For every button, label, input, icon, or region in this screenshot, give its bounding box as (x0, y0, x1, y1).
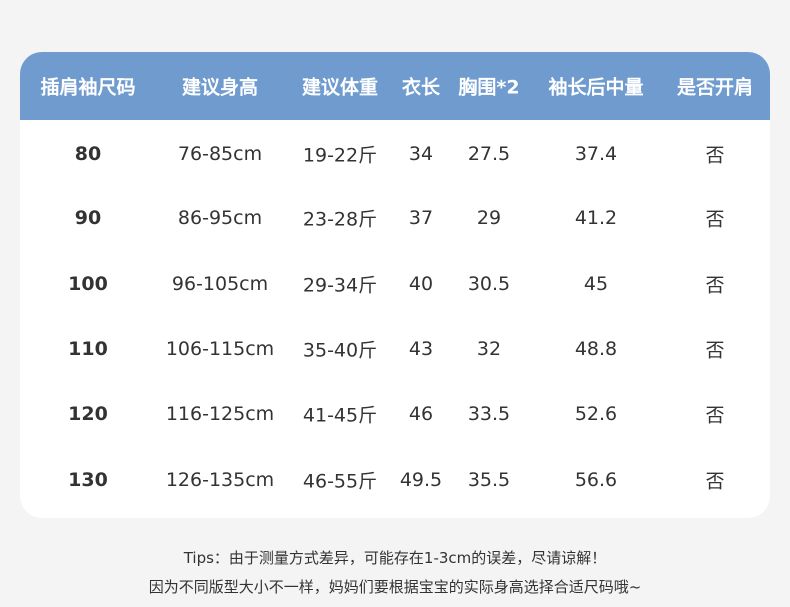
table-cell: 96-105cm (171, 273, 269, 295)
tips-line-1: Tips：由于测量方式差异，可能存在1-3cm的误差，尽请谅解！ (183, 549, 607, 567)
table-cell: 34 (408, 143, 434, 165)
table-cell: 否 (705, 144, 725, 167)
table-cell: 29 (476, 207, 502, 229)
table-cell: 45 (583, 273, 609, 295)
table-cell: 40 (408, 273, 434, 295)
table-cell: 否 (705, 339, 725, 362)
table-cell: 29-34斤 (302, 274, 378, 297)
table-cell: 76-85cm (177, 143, 263, 165)
table-cell: 48.8 (574, 338, 618, 360)
size-cell: 120 (68, 403, 108, 425)
column-header: 胸围*2 (458, 76, 520, 99)
table-cell: 86-95cm (177, 207, 263, 229)
column-header: 建议身高 (181, 76, 259, 99)
column-header: 是否开肩 (676, 76, 754, 99)
table-cell: 43 (408, 338, 434, 360)
table-cell: 41.2 (574, 207, 618, 229)
table-cell: 27.5 (467, 143, 511, 165)
table-cell: 106-115cm (165, 338, 275, 360)
table-cell: 35-40斤 (302, 339, 378, 362)
table-cell: 41-45斤 (302, 404, 378, 427)
tips-line-2: 因为不同版型大小不一样，妈妈们要根据宝宝的实际身高选择合适尺码哦~ (148, 578, 642, 596)
size-cell: 130 (68, 469, 108, 491)
size-cell: 80 (74, 143, 102, 165)
column-header: 插肩袖尺码 (40, 76, 136, 99)
table-header: 插肩袖尺码 建议身高 建议体重 衣长 胸围*2 袖长后中量 是否开肩 (20, 52, 770, 120)
table-cell: 否 (705, 208, 725, 231)
table-cell: 33.5 (467, 403, 511, 425)
size-cell: 90 (74, 207, 102, 229)
column-header: 袖长后中量 (548, 76, 644, 99)
table-cell: 19-22斤 (302, 144, 378, 167)
table-cell: 23-28斤 (302, 208, 378, 231)
table-cell: 37.4 (574, 143, 618, 165)
size-cell: 110 (68, 338, 108, 360)
table-cell: 否 (705, 470, 725, 493)
size-chart-table: 插肩袖尺码 建议身高 建议体重 衣长 胸围*2 袖长后中量 是否开肩 80 76-85cm 19… (20, 52, 770, 518)
table-cell: 35.5 (467, 469, 511, 491)
table-cell: 46 (408, 403, 434, 425)
table-cell: 否 (705, 274, 725, 297)
table-cell: 56.6 (574, 469, 618, 491)
column-header: 衣长 (401, 76, 441, 99)
table-cell: 46-55斤 (302, 470, 378, 493)
column-header: 建议体重 (301, 76, 379, 99)
table-cell: 116-125cm (165, 403, 275, 425)
table-cell: 126-135cm (165, 469, 275, 491)
table-cell: 32 (476, 338, 502, 360)
table-cell: 49.5 (399, 469, 443, 491)
table-cell: 52.6 (574, 403, 618, 425)
table-cell: 37 (408, 207, 434, 229)
table-cell: 否 (705, 404, 725, 427)
size-cell: 100 (68, 273, 108, 295)
table-cell: 30.5 (467, 273, 511, 295)
